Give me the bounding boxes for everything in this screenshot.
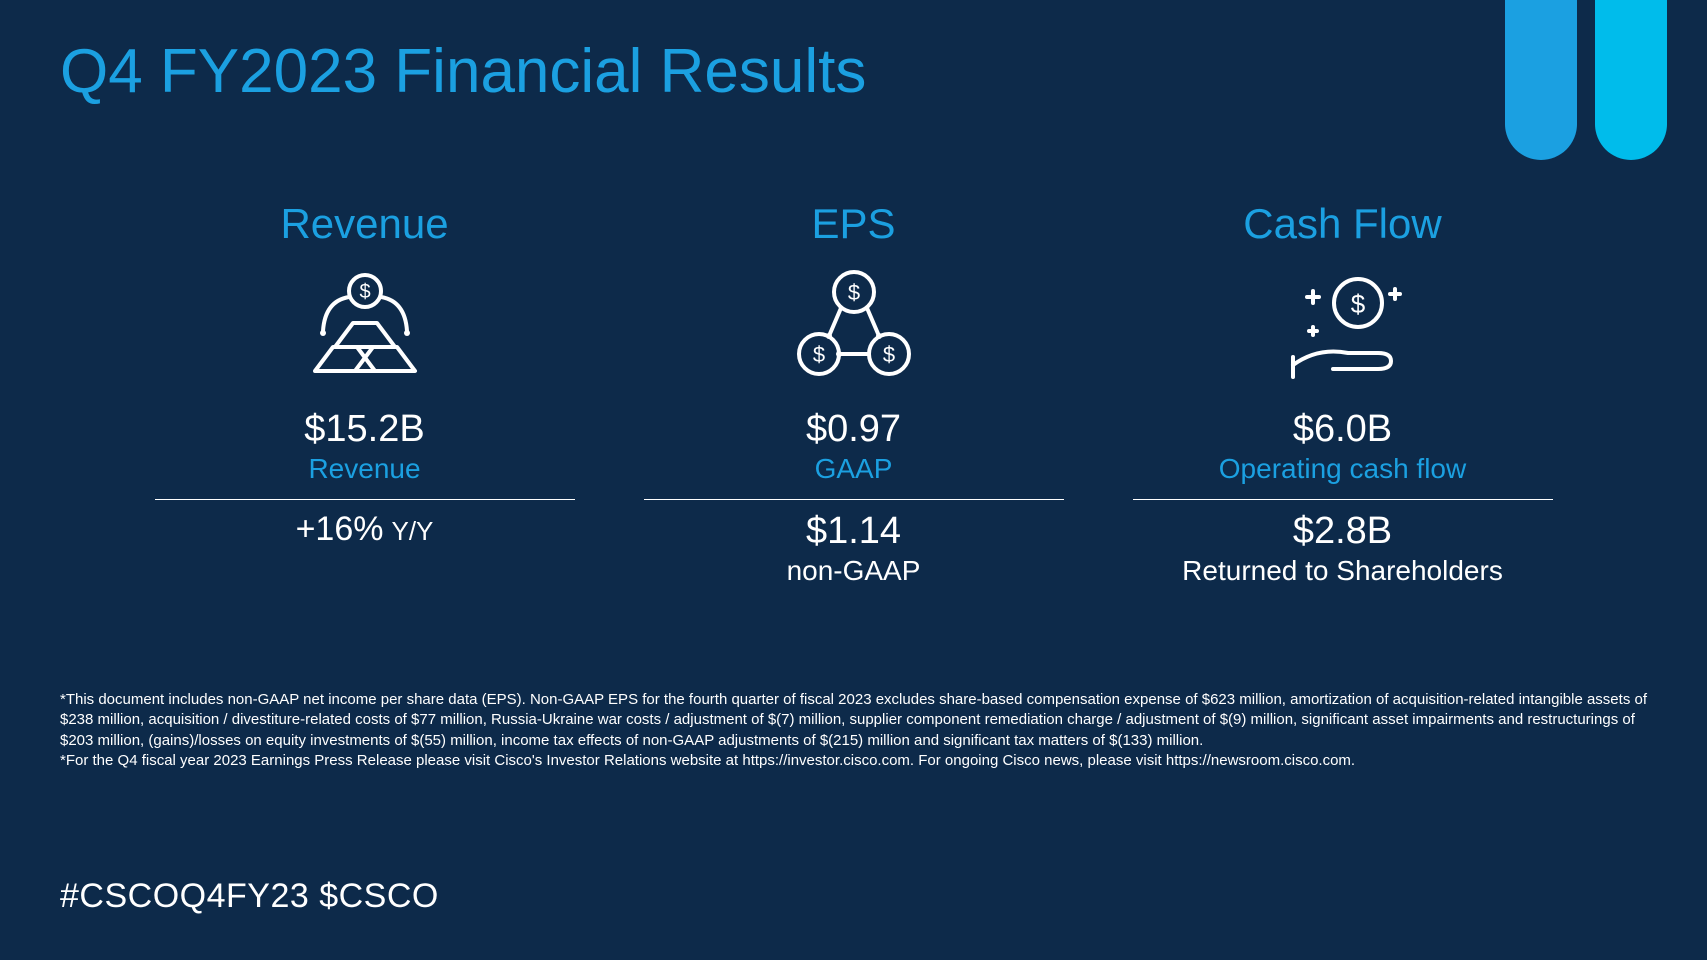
metric-cashflow: Cash Flow $ $6.0B Operating cash flow $2… [1133, 200, 1553, 587]
metric-revenue: Revenue $ $15.2B Revenue +16% Y/Y [155, 200, 575, 587]
metric-eps-line2-main: $1.14 [806, 510, 901, 553]
footnote-line-1: *This document includes non-GAAP net inc… [60, 690, 1647, 751]
metric-cashflow-divider [1133, 499, 1553, 500]
accent-bar-1 [1505, 0, 1577, 160]
metric-revenue-divider [155, 499, 575, 500]
svg-text:$: $ [882, 342, 894, 367]
metrics-row: Revenue $ $15.2B Revenue +16% Y/Y [0, 200, 1707, 587]
metric-eps-divider [644, 499, 1064, 500]
metric-eps-line2-sub: non-GAAP [787, 555, 921, 587]
metric-revenue-line2-small: Y/Y [391, 516, 433, 547]
metric-revenue-sub: Revenue [308, 453, 420, 485]
footnote: *This document includes non-GAAP net inc… [60, 690, 1647, 771]
eps-icon: $ $ $ [779, 266, 929, 386]
cashflow-icon: $ [1263, 266, 1423, 386]
svg-text:$: $ [812, 342, 824, 367]
metric-revenue-title: Revenue [280, 200, 448, 248]
page-title: Q4 FY2023 Financial Results [60, 36, 866, 107]
metric-cashflow-line2-sub: Returned to Shareholders [1182, 555, 1503, 587]
metric-eps-value: $0.97 [806, 408, 901, 451]
metric-revenue-line2: +16% Y/Y [296, 510, 434, 549]
metric-cashflow-sub: Operating cash flow [1219, 453, 1466, 485]
svg-text:$: $ [359, 281, 370, 303]
svg-text:$: $ [1350, 289, 1365, 319]
accent-bar-2 [1595, 0, 1667, 160]
hashtags: #CSCOQ4FY23 $CSCO [60, 877, 439, 916]
footnote-line-2: *For the Q4 fiscal year 2023 Earnings Pr… [60, 751, 1647, 771]
metric-cashflow-value: $6.0B [1293, 408, 1392, 451]
metric-eps-title: EPS [811, 200, 895, 248]
accent-bars [1505, 0, 1667, 160]
metric-revenue-value: $15.2B [304, 408, 424, 451]
metric-revenue-line2-main: +16% [296, 510, 384, 549]
svg-text:$: $ [847, 280, 859, 305]
revenue-icon: $ [295, 266, 435, 386]
metric-eps-sub: GAAP [815, 453, 893, 485]
metric-cashflow-title: Cash Flow [1243, 200, 1441, 248]
metric-eps: EPS $ $ $ $0.97 GAAP $1.14 non-G [644, 200, 1064, 587]
metric-cashflow-line2-main: $2.8B [1293, 510, 1392, 553]
